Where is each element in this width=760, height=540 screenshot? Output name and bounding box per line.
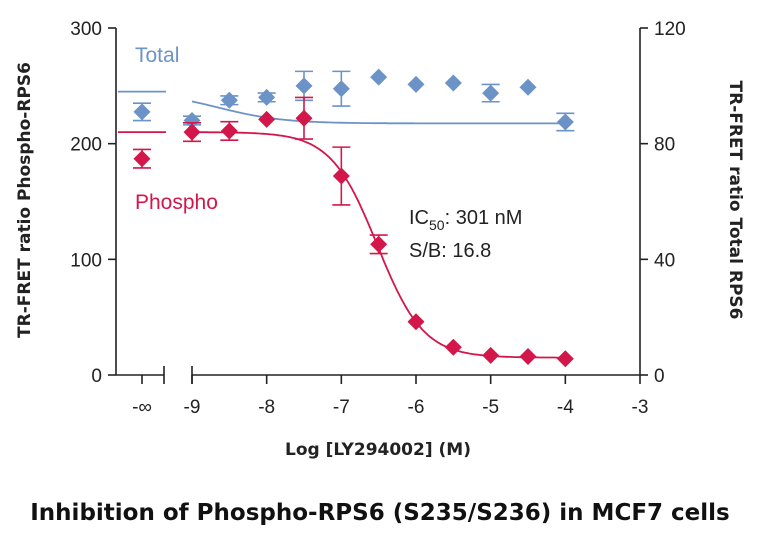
- data-point-total: [220, 91, 238, 109]
- ic50-prefix: IC: [409, 207, 429, 229]
- y-tick-label-left: 300: [70, 19, 102, 40]
- series-label-total: Total: [135, 44, 179, 67]
- data-point-phospho: [332, 167, 350, 185]
- data-point-phospho: [183, 123, 201, 141]
- y-axis-title-left: TR-FRET ratio Phospho-RPS6: [15, 62, 35, 338]
- data-point-phospho: [258, 110, 276, 128]
- data-point-phospho: [556, 350, 574, 368]
- x-tick-label: -∞: [132, 397, 152, 418]
- data-point-phospho: [370, 235, 388, 253]
- data-point-total: [295, 77, 313, 95]
- series-label-phospho: Phospho: [135, 191, 218, 214]
- data-point-phospho: [482, 346, 500, 364]
- data-point-total: [482, 84, 500, 102]
- data-point-total: [183, 112, 201, 130]
- ic50-subscript: 50: [429, 217, 445, 233]
- y-tick-label-right: 120: [654, 19, 686, 40]
- x-tick-label: -3: [632, 397, 649, 418]
- data-point-phospho: [519, 347, 537, 365]
- y-tick-label-right: 0: [654, 366, 665, 387]
- x-axis-title: Log [LY294002] (M): [285, 440, 471, 460]
- data-point-total: [332, 80, 350, 98]
- data-point-total: [133, 103, 151, 121]
- x-tick-label: -8: [258, 397, 275, 418]
- data-point-phospho: [444, 338, 462, 356]
- x-tick-label: -5: [482, 397, 499, 418]
- y-tick-label-right: 40: [654, 250, 675, 271]
- x-tick-label: -7: [333, 397, 350, 418]
- x-tick-label: -6: [408, 397, 425, 418]
- data-point-phospho: [220, 122, 238, 140]
- data-marks: [133, 68, 575, 368]
- y-axis-title-right: TR-FRET ratio Total RPS6: [725, 81, 745, 320]
- data-point-total: [370, 68, 388, 86]
- data-point-total: [407, 75, 425, 93]
- y-tick-label-left: 200: [70, 135, 102, 156]
- ic50-annotation: IC50: 301 nM: [409, 207, 522, 233]
- data-point-total: [519, 78, 537, 96]
- x-tick-label: -9: [184, 397, 201, 418]
- data-point-phospho: [295, 109, 313, 127]
- data-point-total: [556, 113, 574, 131]
- data-point-total: [258, 88, 276, 106]
- y-tick-label-left: 0: [91, 366, 102, 387]
- ic50-value: : 301 nM: [445, 207, 523, 229]
- y-tick-label-left: 100: [70, 250, 102, 271]
- sb-annotation: S/B: 16.8: [409, 240, 491, 262]
- data-point-total: [444, 74, 462, 92]
- x-tick-label: -4: [557, 397, 574, 418]
- data-point-phospho: [133, 150, 151, 168]
- data-point-phospho: [407, 313, 425, 331]
- figure-caption: Inhibition of Phospho-RPS6 (S235/S236) i…: [30, 500, 730, 526]
- fit-curve-total: [191, 100, 564, 125]
- y-tick-label-right: 80: [654, 135, 675, 156]
